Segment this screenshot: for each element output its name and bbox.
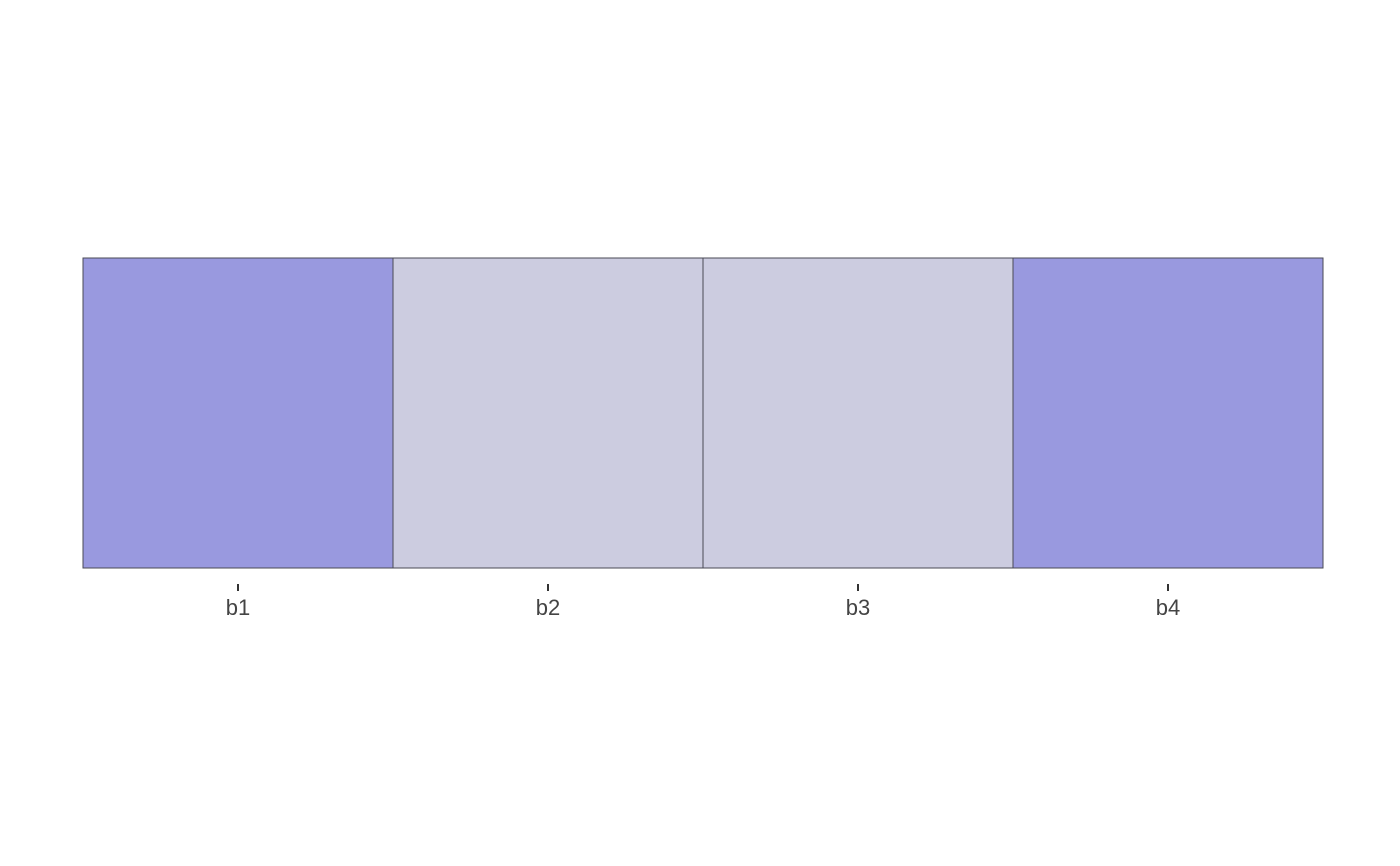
x-tick-label-b4: b4 [1156,595,1180,620]
heatmap-tile-b3 [702,257,1014,569]
heatmap-tile-b1 [82,257,394,569]
x-tick-label-b2: b2 [536,595,560,620]
x-axis-tick-labels: b1 b2 b3 b4 [226,595,1180,620]
x-tick-label-b1: b1 [226,595,250,620]
heatmap-tiles [82,257,1324,569]
x-axis-ticks [237,584,1169,591]
heatmap-tile-b2 [392,257,704,569]
heatmap-tile-b4 [1012,257,1324,569]
x-tick-label-b3: b3 [846,595,870,620]
